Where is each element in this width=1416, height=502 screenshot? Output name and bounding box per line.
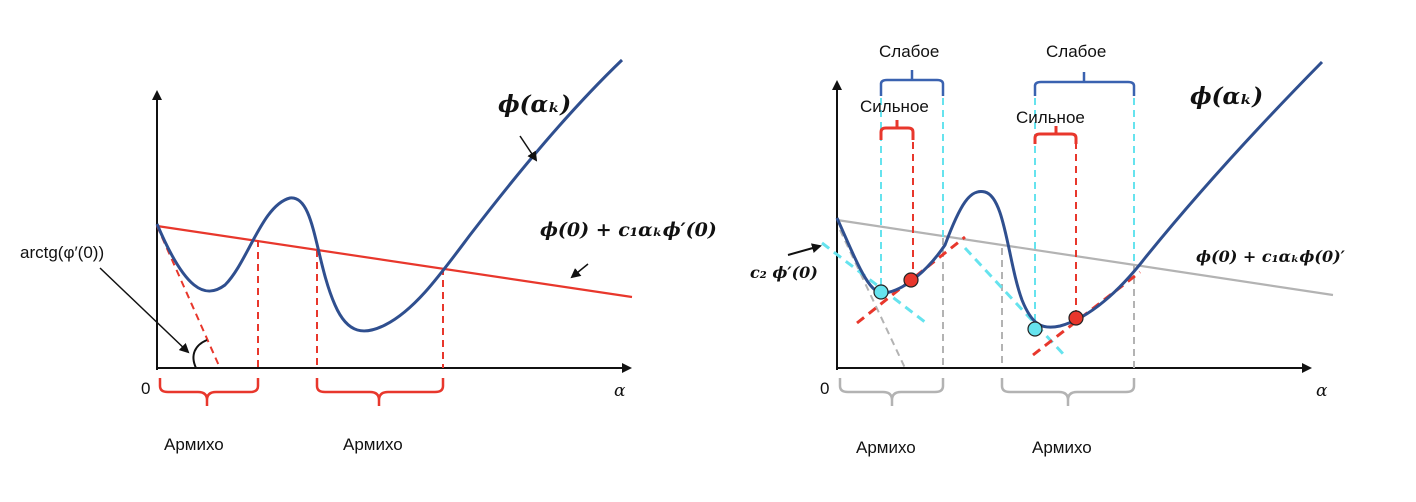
right-weak-bracket-1: [879, 70, 945, 96]
right-cyan-tangent-1: [821, 241, 926, 324]
left-diagram: 0 α ϕ(αₖ) ϕ(0) + c₁αₖϕ′(0) arctg(φ′(0)) …: [20, 58, 717, 454]
right-gray-tangent: [839, 229, 906, 369]
right-strong-bracket-1: [879, 120, 915, 140]
right-origin-label: 0: [820, 379, 829, 398]
right-weak-label-1: Слабое: [879, 42, 939, 61]
right-red-point-1: [903, 272, 919, 288]
right-strong-label-2: Сильное: [1016, 108, 1085, 127]
left-line-pointer: [570, 263, 589, 279]
right-x-axis-label: α: [1316, 381, 1328, 401]
left-curve-pointer: [519, 135, 538, 162]
left-origin-label: 0: [141, 379, 150, 398]
right-red-point-2: [1068, 310, 1084, 326]
left-armijo-line: [156, 224, 633, 299]
right-red-tangent-1: [856, 235, 966, 325]
left-angle-arc: [192, 339, 208, 369]
right-line-label: ϕ(0) + c₁αₖϕ(0)′: [1196, 247, 1346, 266]
right-armijo-brace-2: [1000, 378, 1136, 406]
right-curve-label: ϕ(αₖ): [1190, 83, 1263, 110]
left-armijo-brace-1: [158, 378, 260, 406]
right-cyan-point-1: [873, 284, 889, 300]
right-cyan-point-2: [1027, 321, 1043, 337]
right-phi-curve: [835, 60, 1324, 329]
right-diagram: 0 α ϕ(αₖ) ϕ(0) + c₁αₖϕ(0)′ c₂ ϕ′(0) Слаб…: [750, 42, 1346, 457]
left-angle-label: arctg(φ′(0)): [20, 243, 104, 262]
left-curve-label: ϕ(αₖ): [498, 91, 571, 118]
left-angle-pointer: [99, 267, 190, 354]
right-strong-label-1: Сильное: [860, 97, 929, 116]
right-armijo-label-1: Армихо: [856, 438, 916, 457]
right-strong-bracket-2: [1033, 126, 1078, 144]
right-c2-label: c₂ ϕ′(0): [750, 263, 818, 282]
left-armijo-label-1: Армихо: [164, 435, 224, 454]
left-line-label: ϕ(0) + c₁αₖϕ′(0): [540, 219, 717, 241]
right-armijo-line: [836, 218, 1334, 297]
left-x-axis-label: α: [614, 381, 626, 401]
left-armijo-brace-2: [315, 378, 445, 406]
right-weak-bracket-2: [1033, 72, 1136, 96]
left-armijo-label-2: Армихо: [343, 435, 403, 454]
right-armijo-label-2: Армихо: [1032, 438, 1092, 457]
right-weak-label-2: Слабое: [1046, 42, 1106, 61]
right-armijo-brace-1: [838, 378, 945, 406]
right-c2-pointer: [787, 243, 822, 256]
left-phi-curve: [155, 58, 624, 333]
right-cyan-tangent-2: [963, 246, 1068, 359]
